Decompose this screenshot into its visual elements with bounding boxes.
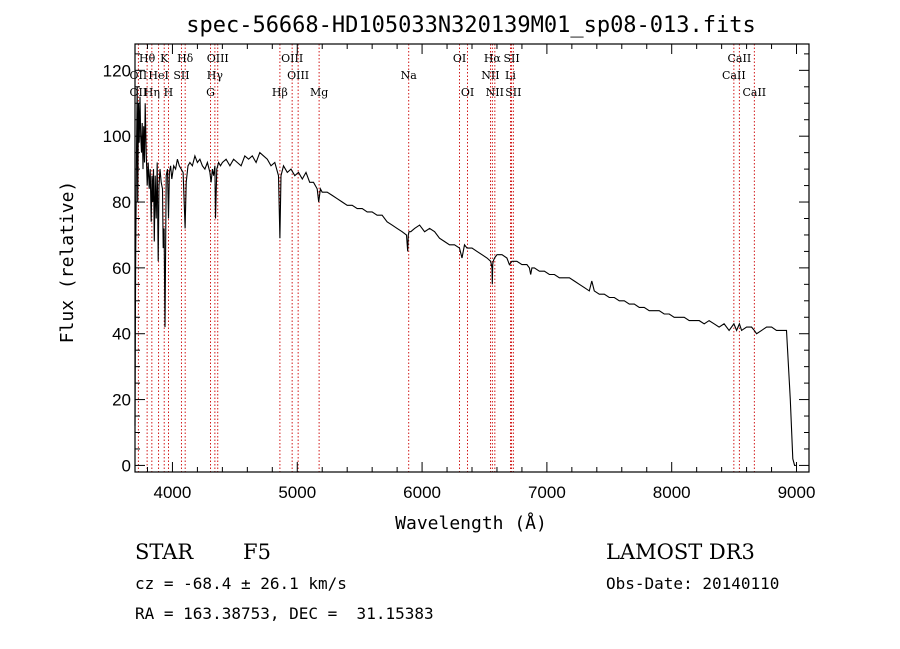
line-label: CaII [722,69,746,82]
observation-date: Obs-Date: 20140110 [606,574,780,593]
line-label: CaII [742,86,766,99]
line-label: Li [505,69,516,82]
line-label: Mg [310,86,328,99]
line-label: OI [461,86,474,99]
line-label: H [164,86,174,99]
line-label: Hβ [272,86,288,99]
line-label: CaII [728,52,752,65]
object-class: STAR [135,540,194,564]
line-label: HeI [148,69,168,82]
line-label: Hγ [207,69,224,82]
y-axis-ticks: 0 20 40 60 80 100 120 [103,53,809,475]
line-label: OIII [207,52,229,65]
redshift-info: cz = -68.4 ± 26.1 km/s [135,574,347,593]
line-label: NII [481,69,499,82]
line-label: OII [130,86,148,99]
line-label: OIII [281,52,303,65]
line-label: OII [130,69,148,82]
line-label: Hη [144,86,160,99]
x-tick-label: 8000 [653,483,691,502]
emission-line-markers [137,44,755,472]
spectral-subclass: F5 [243,540,271,564]
y-tick-label: 60 [112,259,131,278]
chart-title: spec-56668-HD105033N320139M01_sp08-013.f… [186,13,756,38]
line-label: NII [486,86,504,99]
y-tick-label: 120 [103,61,131,80]
y-tick-label: 40 [112,325,131,344]
line-label: OIII [287,69,309,82]
y-tick-label: 80 [112,193,131,212]
x-tick-label: 9000 [778,483,816,502]
line-label: SII [173,69,189,82]
line-label: Na [401,69,418,82]
spectrum-series-line [134,86,796,466]
y-tick-label: 100 [103,127,131,146]
plot-frame [134,43,810,473]
x-axis-label: Wavelength (Å) [395,512,547,534]
x-tick-label: 4000 [154,483,192,502]
line-label: SII [505,86,521,99]
x-tick-label: 6000 [403,483,441,502]
y-tick-label: 0 [122,456,131,475]
x-axis-ticks: 4000 5000 6000 7000 8000 9000 [146,44,816,502]
line-label: Hθ [139,52,156,65]
line-label: SII [503,52,519,65]
y-axis-label: Flux (relative) [57,181,78,344]
y-tick-label: 20 [112,391,131,410]
line-label: K [160,52,169,65]
x-tick-label: 5000 [278,483,316,502]
x-tick-label: 7000 [528,483,566,502]
line-label: Hα [484,52,502,65]
coordinates: RA = 163.38753, DEC = 31.15383 [135,604,434,623]
line-label: Hδ [177,52,194,65]
survey-name: LAMOST DR3 [606,540,755,564]
line-label: G [206,86,215,99]
line-label: OI [453,52,466,65]
